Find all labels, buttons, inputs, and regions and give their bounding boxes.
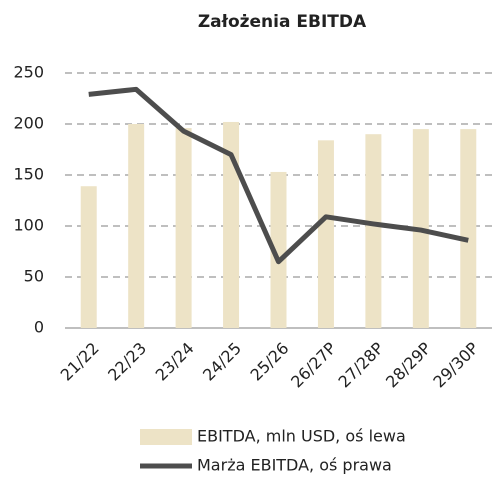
bar	[80, 186, 97, 328]
bar	[270, 171, 287, 328]
chart-title: Założenia EBITDA	[198, 12, 367, 32]
y-tick-label: 150	[13, 165, 44, 184]
bar	[128, 124, 145, 328]
x-tick-label: 21/22	[57, 339, 103, 385]
x-tick-label: 22/23	[104, 339, 150, 385]
x-tick-label: 27/28P	[335, 338, 388, 391]
bar	[317, 140, 334, 328]
bar	[460, 129, 477, 328]
bar	[175, 128, 192, 328]
x-tick-label: 25/26	[246, 339, 292, 385]
bar	[365, 134, 382, 328]
bar	[223, 121, 240, 329]
y-tick-label: 250	[13, 63, 44, 82]
y-tick-label: 200	[13, 114, 44, 133]
y-tick-label: 100	[13, 216, 44, 235]
y-tick-label: 0	[34, 318, 44, 337]
legend-label: EBITDA, mln USD, oś lewa	[197, 427, 406, 446]
y-tick-label: 50	[24, 267, 44, 286]
legend-label: Marża EBITDA, oś prawa	[197, 456, 392, 475]
x-tick-label: 26/27P	[287, 338, 340, 391]
legend-swatch	[140, 429, 192, 445]
x-tick-label: 23/24	[152, 339, 198, 385]
x-tick-label: 24/25	[199, 339, 245, 385]
x-tick-label: 28/29P	[382, 338, 435, 391]
line	[88, 86, 469, 265]
x-tick-label: 29/30P	[429, 338, 482, 391]
